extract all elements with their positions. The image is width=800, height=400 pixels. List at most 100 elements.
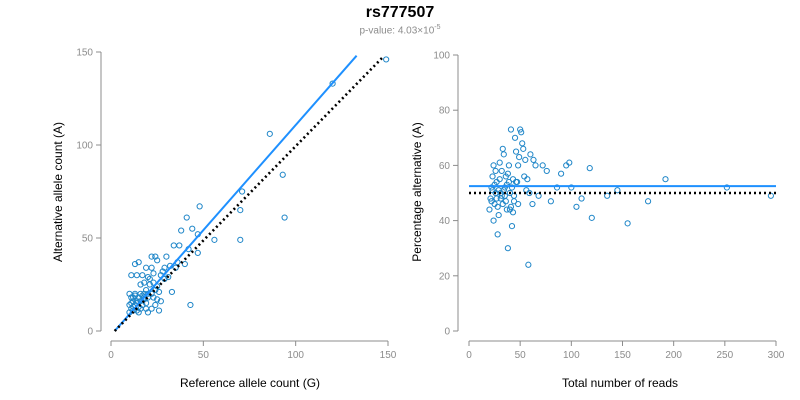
plot2-axes: 0 50 100 150 200 250 300 0 20 40 60 80 100: [433, 51, 784, 362]
plot2-y-axis-title: Percentage alternative (A): [410, 122, 424, 261]
p1-data-point: [194, 249, 201, 256]
p2-data-point: [489, 187, 496, 194]
p1-data-point: [142, 286, 150, 294]
p2-data-point: [498, 192, 505, 199]
p2-data-point: [547, 198, 554, 205]
p1-y-tick-label: 150: [76, 48, 93, 59]
p1-data-point: [146, 275, 153, 283]
plot1-y-ticks: 0 50 100 150: [76, 48, 101, 338]
p1-data-point: [152, 286, 159, 294]
p2-data-point: [553, 184, 561, 191]
p2-data-point: [525, 261, 532, 268]
p2-data-point: [662, 176, 669, 183]
p2-data-point: [723, 184, 730, 191]
p2-y-tick-label: 80: [439, 106, 451, 117]
p2-data-point: [568, 184, 575, 191]
p1-expected-line: [113, 56, 384, 332]
p2-data-point: [504, 245, 511, 252]
p2-data-point: [520, 145, 527, 152]
p1-data-point: [144, 273, 152, 281]
p2-data-point: [644, 198, 652, 205]
p1-data-point: [155, 307, 163, 314]
p2-x-tick-label: 200: [665, 350, 682, 361]
p2-data-point: [519, 140, 526, 147]
p2-x-tick-label: 50: [515, 350, 527, 361]
p2-data-point: [524, 176, 531, 183]
p2-data-point: [504, 170, 511, 177]
p2-data-point: [509, 176, 517, 183]
p2-data-point: [487, 195, 494, 202]
p1-data-point: [159, 268, 166, 275]
p-value-text: p-value: 4.03×10: [359, 25, 435, 37]
p-value-exponent: -5: [434, 24, 441, 31]
p2-data-point: [505, 162, 513, 169]
plot1-lines: [113, 55, 384, 332]
p1-data-point: [181, 260, 188, 268]
p2-data-point: [506, 189, 514, 197]
p1-data-point: [148, 290, 155, 297]
p1-data-point: [154, 257, 161, 264]
p1-data-point: [154, 296, 161, 303]
p2-data-point: [493, 195, 500, 202]
p1-data-point: [239, 188, 246, 195]
p2-data-point: [489, 173, 496, 180]
p2-data-point: [488, 198, 495, 205]
p2-data-point: [511, 134, 519, 141]
p1-data-point: [135, 259, 142, 266]
p2-data-point: [492, 167, 499, 175]
p2-data-point: [515, 162, 522, 169]
p2-data-point: [558, 170, 565, 177]
p1-data-point: [237, 207, 244, 214]
plot2-x-axis-title: Total number of reads: [562, 376, 678, 390]
p1-data-point: [155, 288, 163, 296]
p2-x-tick-label: 0: [466, 350, 472, 361]
p1-data-point: [161, 264, 168, 271]
p2-data-point: [566, 159, 573, 166]
plot1-axes: 0 50 100 150 0 50 100 150: [76, 48, 396, 362]
p1-data-point: [237, 236, 244, 243]
p1-data-point: [168, 288, 176, 296]
p1-data-point: [383, 56, 390, 63]
p1-x-tick-label: 0: [108, 350, 114, 361]
p2-data-point: [486, 206, 493, 213]
p1-data-point: [165, 273, 172, 281]
p1-data-point: [189, 225, 196, 232]
p1-data-point: [178, 227, 185, 234]
p1-data-point: [279, 171, 286, 178]
p1-data-point: [137, 281, 144, 288]
p2-data-point: [500, 187, 507, 194]
p1-data-point: [187, 301, 194, 309]
p-value-subtitle: p-value: 4.03×10-5: [0, 24, 800, 36]
p1-data-point: [131, 292, 139, 299]
plot2-x-ticks: 0 50 100 150 200 250 300: [466, 341, 785, 361]
p2-data-point: [526, 189, 533, 197]
p2-data-point: [503, 181, 510, 188]
p2-y-tick-label: 100: [433, 51, 450, 62]
plot2-lines: [469, 185, 776, 195]
plot2-y-ticks: 0 20 40 60 80 100: [433, 51, 458, 338]
p1-data-point: [152, 301, 159, 309]
p2-data-point: [539, 162, 546, 169]
p2-data-point: [508, 184, 516, 191]
p1-data-point: [183, 214, 190, 221]
p2-x-tick-label: 300: [768, 350, 785, 361]
p1-data-point: [126, 290, 133, 297]
p1-data-point: [148, 253, 155, 260]
p2-data-point: [535, 192, 542, 199]
p2-data-point: [490, 162, 497, 169]
p2-data-point: [512, 148, 520, 155]
p2-x-tick-label: 150: [614, 350, 631, 361]
p2-data-point: [573, 203, 580, 210]
p1-data-point: [150, 270, 157, 277]
p2-data-point: [490, 217, 497, 224]
p2-data-point: [529, 200, 536, 208]
p2-data-point: [507, 203, 515, 210]
p2-data-point: [614, 187, 621, 194]
p2-data-point: [543, 167, 550, 175]
p2-data-point: [491, 181, 498, 188]
p1-data-point: [211, 236, 218, 243]
p2-data-point: [495, 211, 502, 219]
p2-data-point: [498, 167, 505, 175]
